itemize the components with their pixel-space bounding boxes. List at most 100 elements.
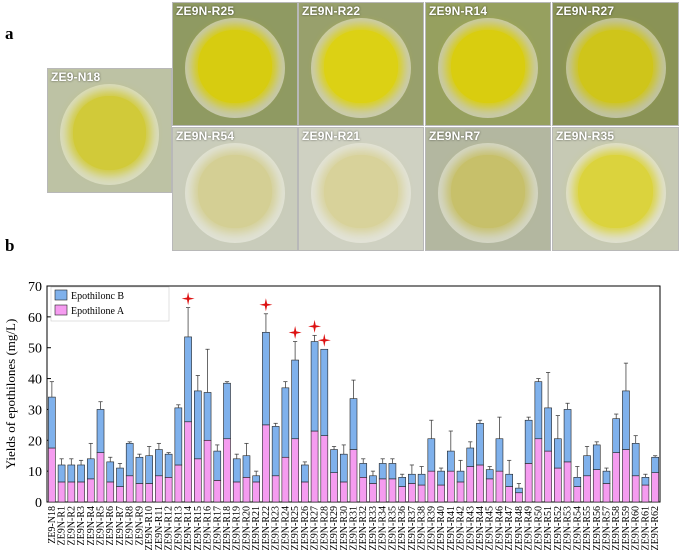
bar-epothilone-b (262, 331, 270, 426)
bar-epothilone-a (252, 481, 261, 503)
x-tick-label: ZE9N-R13 (173, 506, 184, 550)
colony-photo-label: ZE9N-R7 (429, 129, 481, 143)
highlight-star-icon (317, 333, 331, 347)
bar-epothilone-a (194, 458, 202, 503)
x-tick-label: ZE9N-R45 (485, 506, 496, 550)
x-tick-label: ZE9N-R42 (456, 506, 467, 550)
x-tick-label: ZE9N-R54 (572, 506, 583, 550)
bar-epothilone-b (155, 449, 163, 477)
x-tick-label: ZE9N-R12 (164, 506, 175, 550)
bar-epothilone-b (378, 463, 387, 480)
x-tick-label: ZE9N-R31 (349, 506, 360, 550)
bar-epothilone-b (174, 407, 183, 466)
bar-epothilone-a (339, 481, 348, 503)
bar-epothilone-a (573, 486, 582, 503)
x-tick-label: ZE9N-R38 (417, 506, 428, 550)
bar-epothilone-a (437, 484, 445, 503)
bar-epothilone-b (437, 470, 445, 486)
x-tick-label: ZE9N-R5 (96, 506, 107, 545)
bar-epothilone-a (563, 461, 572, 503)
bar-epothilone-b (145, 455, 153, 484)
epothilone-yield-chart: 0 10 20 30 40 50 60 70 Yields of epothilones (mg… (3, 280, 661, 550)
highlight-star-icon (288, 326, 302, 339)
bar-epothilone-b (592, 444, 601, 470)
legend-swatch (54, 289, 68, 301)
bar-epothilone-b (106, 461, 115, 483)
bar-epothilone-a (369, 483, 377, 503)
colony-spot (323, 154, 399, 229)
bar-epothilone-a (602, 483, 611, 503)
bar-epothilone-a (57, 481, 66, 503)
colony-photo: ZE9N-R54 (172, 127, 298, 251)
y-tick-label: 40 (28, 373, 42, 388)
x-tick-label: ZE9N-R7 (115, 506, 126, 545)
bar-epothilone-a (96, 452, 105, 503)
bar-epothilone-b (651, 456, 659, 473)
bar-epothilone-b (554, 438, 562, 469)
x-tick-label: ZE9N-R60 (631, 506, 642, 550)
bar-epothilone-a (174, 464, 183, 503)
bar-epothilone-a (417, 484, 426, 503)
x-tick-label: ZE9N-R44 (475, 506, 486, 550)
bar-epothilone-b (96, 409, 105, 453)
bar-epothilone-a (466, 466, 475, 503)
bar-epothilone-b (339, 453, 348, 483)
x-tick-label: ZE9N-R56 (592, 506, 603, 550)
colony-photo: ZE9-N18 (47, 68, 172, 193)
x-tick-label: ZE9N-R58 (611, 506, 622, 550)
bar-epothilone-a (446, 470, 455, 503)
x-tick-label: ZE9N-R36 (397, 506, 408, 550)
bar-epothilone-b (57, 464, 66, 483)
x-tick-label: ZE9N-R2 (66, 506, 77, 545)
x-tick-label: ZE9N-R50 (533, 506, 544, 550)
colony-photo: ZE9N-R7 (425, 127, 551, 251)
x-tick-label: ZE9N-R10 (144, 506, 155, 550)
bar-epothilone-b (485, 469, 494, 480)
x-tick-label: ZE9N-R37 (407, 506, 418, 550)
bar-epothilone-a (651, 472, 659, 503)
x-tick-label: ZE9N-R47 (504, 506, 515, 550)
colony-photo-label: ZE9N-R21 (302, 129, 361, 143)
bar-epothilone-a (622, 449, 630, 503)
colony-photo: ZE9N-R14 (425, 2, 551, 126)
x-tick-label: ZE9N-R25 (290, 506, 301, 550)
bar-epothilone-b (164, 453, 173, 478)
colony-photo-label: ZE9N-R54 (176, 129, 235, 143)
y-tick-label: 60 (28, 311, 42, 326)
colony-photo: ZE9N-R22 (298, 2, 424, 126)
x-tick-label: ZE9N-R17 (212, 506, 223, 550)
x-tick-label: ZE9N-R16 (203, 506, 214, 550)
bar-epothilone-b (495, 438, 504, 472)
x-tick-label: ZE9N-R35 (387, 506, 398, 550)
legend-label: Epothilonc B (71, 291, 124, 302)
bar-epothilone-b (602, 470, 611, 484)
bar-epothilone-b (349, 398, 358, 450)
bar-epothilone-b (116, 467, 124, 487)
bar-epothilone-b (271, 426, 280, 477)
x-tick-label: ZE9N-R23 (271, 506, 282, 550)
x-tick-label: ZE9N-R27 (310, 506, 321, 550)
colony-spot (578, 154, 653, 229)
bar-epothilone-a (223, 438, 231, 503)
x-tick-label: ZE9N-R57 (601, 506, 612, 550)
bar-epothilone-a (515, 492, 523, 503)
bar-epothilone-b (184, 336, 192, 423)
x-tick-label: ZE9N-R4 (86, 506, 97, 545)
bar-epothilone-a (232, 481, 241, 503)
bar-epothilone-b (515, 487, 523, 494)
x-tick-label: ZE9N-R18 (222, 506, 233, 550)
x-tick-label: ZE9N-R41 (446, 506, 457, 550)
panel-label-a: a (5, 24, 14, 43)
bar-epothilone-a (67, 481, 76, 503)
colony-photo: ZE9N-R21 (298, 127, 424, 251)
bar-epothilone-b (612, 418, 621, 453)
bar-epothilone-b (369, 475, 377, 484)
bar-epothilone-a (398, 486, 406, 503)
bar-epothilone-b (223, 382, 231, 440)
x-tick-label: ZE9N-R6 (105, 506, 116, 545)
bar-epothilone-a (534, 438, 543, 503)
bar-epothilone-b (446, 450, 455, 472)
bar-epothilone-b (544, 407, 552, 452)
colony-photo: ZE9N-R25 (172, 2, 298, 126)
x-tick-label: ZE9N-R62 (650, 506, 661, 550)
